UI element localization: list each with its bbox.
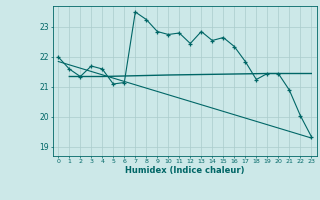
X-axis label: Humidex (Indice chaleur): Humidex (Indice chaleur) (125, 166, 244, 175)
